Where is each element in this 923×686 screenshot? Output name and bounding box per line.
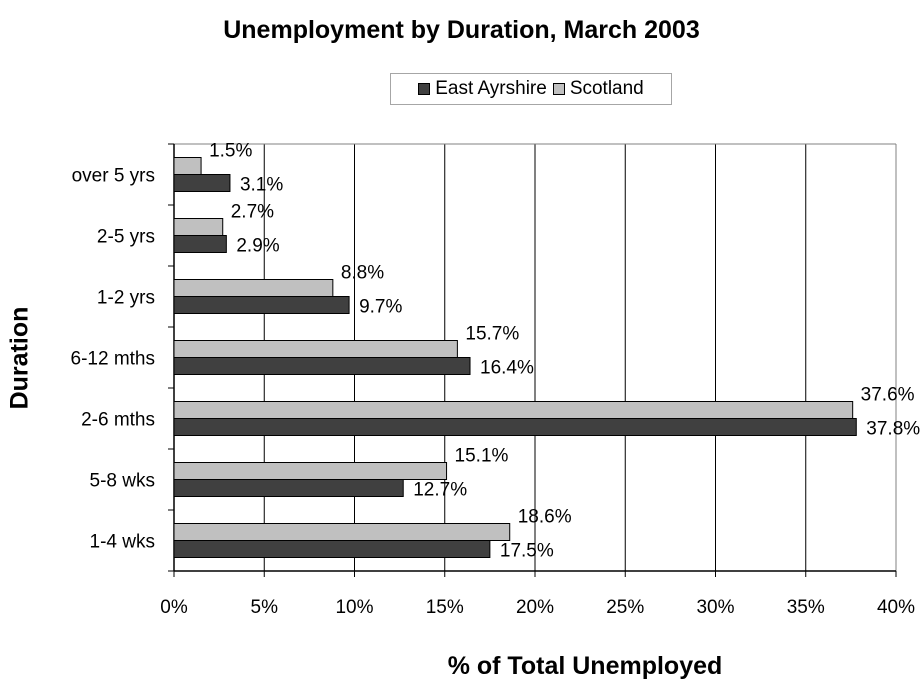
data-label: 2.9% [236, 236, 279, 257]
bar-scotland [173, 279, 334, 297]
legend-swatch-east-ayrshire [418, 83, 431, 95]
data-label: 1.5% [209, 141, 252, 162]
x-tick-label: 15% [426, 597, 464, 618]
data-label: 12.7% [413, 480, 467, 501]
x-tick-label: 25% [606, 597, 644, 618]
bar-scotland [173, 340, 458, 358]
x-axis-title: % of Total Unemployed [447, 652, 723, 680]
data-label: 37.6% [861, 385, 915, 406]
y-tick-label: 2-6 mths [81, 410, 155, 431]
bar-east-ayrshire [173, 174, 231, 192]
bar-east-ayrshire [173, 235, 227, 253]
x-tick-label: 30% [696, 597, 734, 618]
data-label: 9.7% [359, 297, 402, 318]
y-tick-label: 2-5 yrs [97, 227, 155, 248]
bar-east-ayrshire [173, 357, 471, 375]
legend-label-east-ayrshire: East Ayrshire [435, 78, 547, 99]
data-label: 18.6% [518, 507, 572, 528]
y-tick-label: 6-12 mths [71, 349, 155, 370]
data-label: 15.7% [465, 324, 519, 345]
data-label: 15.1% [455, 446, 509, 467]
data-label: 37.8% [866, 419, 920, 440]
chart-title: Unemployment by Duration, March 2003 [223, 16, 700, 44]
bar-scotland [173, 218, 224, 236]
data-label: 3.1% [240, 175, 283, 196]
legend-item-east-ayrshire: East Ayrshire [418, 78, 547, 100]
x-tick-label: 20% [516, 597, 554, 618]
x-tick-label: 10% [335, 597, 373, 618]
x-tick-label: 0% [160, 597, 188, 618]
bar-scotland [173, 523, 511, 541]
data-label: 17.5% [500, 541, 554, 562]
bar-scotland [173, 401, 854, 419]
legend-item-scotland: Scotland [552, 78, 644, 100]
legend-label-scotland: Scotland [569, 78, 644, 99]
y-tick-label: 1-4 wks [90, 532, 155, 553]
bar-east-ayrshire [173, 296, 350, 314]
y-axis-title: Duration [5, 306, 34, 410]
bar-east-ayrshire [173, 418, 857, 436]
legend-swatch-scotland [552, 83, 565, 95]
data-label: 8.8% [341, 263, 384, 284]
x-tick-label: 35% [787, 597, 825, 618]
bar-scotland [173, 157, 202, 175]
bar-east-ayrshire [173, 479, 404, 497]
bar-scotland [173, 462, 448, 480]
y-tick-label: 5-8 wks [90, 471, 155, 492]
legend: East Ayrshire Scotland [390, 73, 672, 105]
data-label: 16.4% [480, 358, 534, 379]
data-label: 2.7% [231, 202, 274, 223]
y-tick-label: over 5 yrs [72, 166, 155, 187]
x-tick-label: 40% [877, 597, 915, 618]
x-tick-label: 5% [251, 597, 279, 618]
bar-east-ayrshire [173, 540, 491, 558]
y-tick-label: 1-2 yrs [97, 288, 155, 309]
